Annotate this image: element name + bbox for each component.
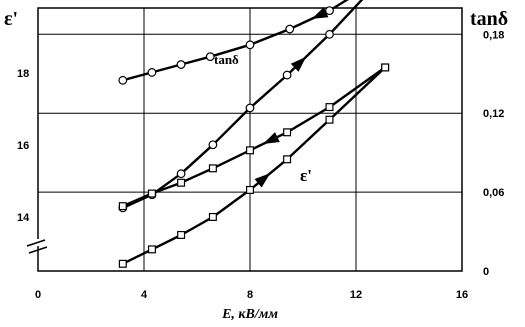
y-right-tick-label: 0 (483, 266, 489, 278)
series-4-marker (283, 155, 292, 164)
series-line-3 (122, 66, 386, 208)
series-4-marker (325, 115, 334, 124)
series-2-marker (282, 70, 292, 80)
grid-lines (38, 8, 462, 271)
series-4-marker (208, 212, 217, 221)
x-tick-label: 12 (350, 289, 362, 301)
series-1-marker (147, 68, 157, 77)
x-axis-title: E, кВ/мм (221, 307, 278, 322)
direction-arrow (290, 56, 307, 72)
series-line-1 (122, 0, 349, 82)
series-3-marker (147, 189, 156, 198)
y-left-tick-label: 14 (17, 212, 30, 224)
series-1-marker (118, 75, 128, 85)
marker-layer (118, 6, 390, 268)
series-2-marker (325, 29, 334, 39)
direction-arrow (254, 173, 271, 188)
series-1-marker (205, 52, 215, 62)
y-left-tick-label: 16 (17, 140, 29, 152)
axis-break-mark (26, 239, 46, 247)
annotation-epsilon: ε' (300, 166, 312, 185)
y-left-tick-label: 18 (17, 68, 29, 80)
series-2-marker (208, 140, 218, 150)
annotation-tan-delta: tanδ (214, 52, 239, 67)
series-2-marker (245, 103, 255, 113)
series-2-marker (176, 169, 186, 179)
series-4-marker (118, 259, 127, 268)
y-axis-right-title: tanδ (470, 8, 508, 30)
x-tick-label: 0 (35, 289, 41, 301)
series-1-marker (285, 24, 295, 34)
y-right-tick-label: 0,06 (483, 187, 504, 199)
series-4-marker (147, 245, 156, 254)
series-layer (122, 0, 386, 265)
direction-arrow (311, 7, 329, 19)
series-1-marker (245, 40, 255, 50)
series-3-marker (118, 202, 127, 211)
series-4-marker (381, 63, 390, 72)
x-tick-label: 4 (141, 289, 148, 301)
series-line-2 (122, 0, 364, 209)
y-axis-left-title: ε' (4, 8, 18, 30)
series-line-4 (122, 66, 386, 265)
direction-arrow (263, 132, 280, 144)
x-tick-label: 16 (456, 289, 468, 301)
series-3-marker (177, 178, 186, 187)
series-3-marker (283, 128, 292, 137)
plot-frame (37, 7, 463, 272)
series-3-marker (325, 103, 334, 112)
series-1-marker (325, 6, 334, 16)
y-right-tick-label: 0,18 (483, 29, 504, 41)
arrow-layer (254, 7, 329, 188)
axis-break-mark (28, 246, 48, 254)
series-3-marker (246, 146, 255, 155)
x-tick-label: 8 (247, 289, 253, 301)
series-3-marker (208, 164, 217, 173)
series-4-marker (177, 230, 186, 239)
y-right-tick-label: 0,12 (483, 108, 504, 120)
axis-break (26, 239, 48, 254)
tick-labels: 0 4 8 12 16 14 16 18 0 0,06 0,12 0,18 (17, 29, 504, 301)
series-1-marker (176, 60, 186, 69)
series-4-marker (246, 185, 255, 194)
